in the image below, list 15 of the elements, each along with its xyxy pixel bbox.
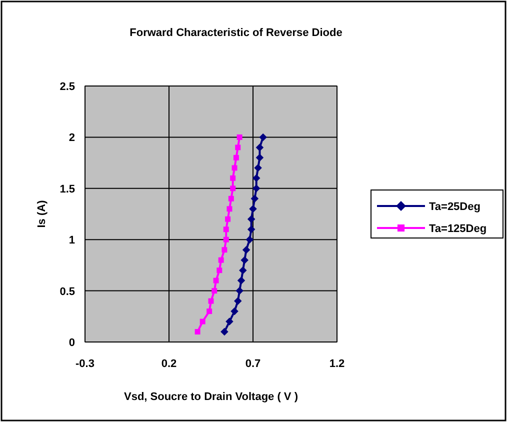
y-axis-title: Is (A) bbox=[36, 200, 48, 228]
chart-title: Forward Characteristic of Reverse Diode bbox=[130, 27, 342, 39]
y-tick-label: 0.5 bbox=[60, 286, 75, 298]
x-tick-label: 0.7 bbox=[245, 358, 261, 370]
x-tick-label: 1.2 bbox=[329, 358, 345, 370]
y-tick-label: 1 bbox=[68, 234, 75, 247]
legend-label: Ta=25Deg bbox=[429, 201, 480, 213]
x-tick-label: 0.2 bbox=[161, 358, 177, 370]
y-tick-label: 2 bbox=[68, 132, 75, 144]
legend-label: Ta=125Deg bbox=[429, 223, 487, 235]
x-tick-label: -0.3 bbox=[76, 358, 94, 370]
x-axis-title: Vsd, Soucre to Drain Voltage ( V ) bbox=[124, 391, 298, 403]
y-tick-label: 2.5 bbox=[60, 81, 75, 93]
y-tick-label: 1.5 bbox=[60, 183, 75, 196]
y-tick-label: 0 bbox=[68, 337, 75, 349]
